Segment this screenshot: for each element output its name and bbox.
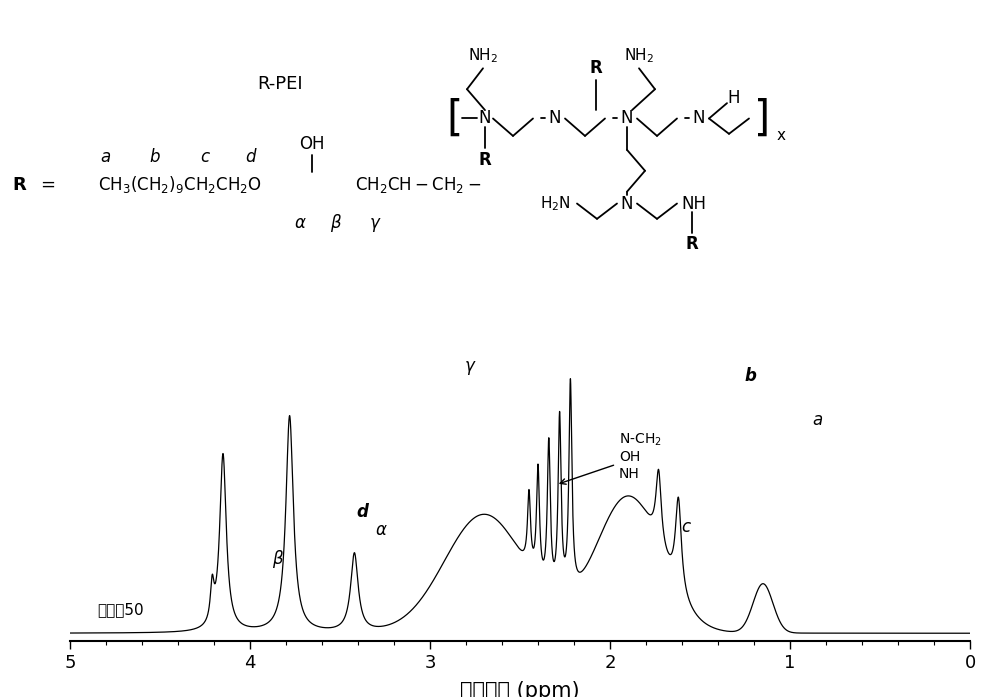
Text: H: H xyxy=(728,89,740,107)
Text: NH$_2$: NH$_2$ xyxy=(624,47,654,65)
Text: OH: OH xyxy=(299,135,325,153)
Text: $\mathbf{R}$: $\mathbf{R}$ xyxy=(589,59,603,77)
Text: NH: NH xyxy=(682,194,706,213)
Text: N: N xyxy=(621,194,633,213)
Text: d: d xyxy=(245,148,255,166)
Text: $\mathrm{CH_2CH-CH_2-}$: $\mathrm{CH_2CH-CH_2-}$ xyxy=(355,175,481,194)
Text: $\mathbf{R}$: $\mathbf{R}$ xyxy=(685,235,699,253)
Text: $\mathrm{CH_3(CH_2)_9CH_2CH_2O}$: $\mathrm{CH_3(CH_2)_9CH_2CH_2O}$ xyxy=(98,174,262,195)
Text: a: a xyxy=(812,411,822,429)
Text: [: [ xyxy=(447,98,463,139)
Text: H$_2$N: H$_2$N xyxy=(540,194,570,213)
Text: N: N xyxy=(479,109,491,128)
Text: N: N xyxy=(693,109,705,128)
Text: α: α xyxy=(376,521,387,539)
Text: $\mathbf{R}$: $\mathbf{R}$ xyxy=(12,176,28,194)
Text: ]: ] xyxy=(754,98,770,139)
Text: d: d xyxy=(357,503,368,521)
Text: c: c xyxy=(200,148,210,166)
Text: $\mathbf{R}$: $\mathbf{R}$ xyxy=(478,151,492,169)
Text: a: a xyxy=(100,148,110,166)
Text: =: = xyxy=(40,176,56,194)
X-axis label: 化学位移 (ppm): 化学位移 (ppm) xyxy=(460,681,580,697)
Text: γ: γ xyxy=(370,214,380,232)
Text: N-CH$_2$
OH
NH: N-CH$_2$ OH NH xyxy=(560,431,662,484)
Text: x: x xyxy=(776,128,786,144)
Text: β: β xyxy=(330,214,340,232)
Text: NH$_2$: NH$_2$ xyxy=(468,47,498,65)
Text: γ: γ xyxy=(465,357,475,375)
Text: β: β xyxy=(272,551,282,568)
Text: b: b xyxy=(150,148,160,166)
Text: 实施例50: 实施例50 xyxy=(97,602,144,618)
Text: α: α xyxy=(294,214,306,232)
Text: R-PEI: R-PEI xyxy=(257,75,303,93)
Text: N: N xyxy=(549,109,561,128)
Text: N: N xyxy=(621,109,633,128)
Text: c: c xyxy=(681,519,690,537)
Text: b: b xyxy=(744,367,756,385)
